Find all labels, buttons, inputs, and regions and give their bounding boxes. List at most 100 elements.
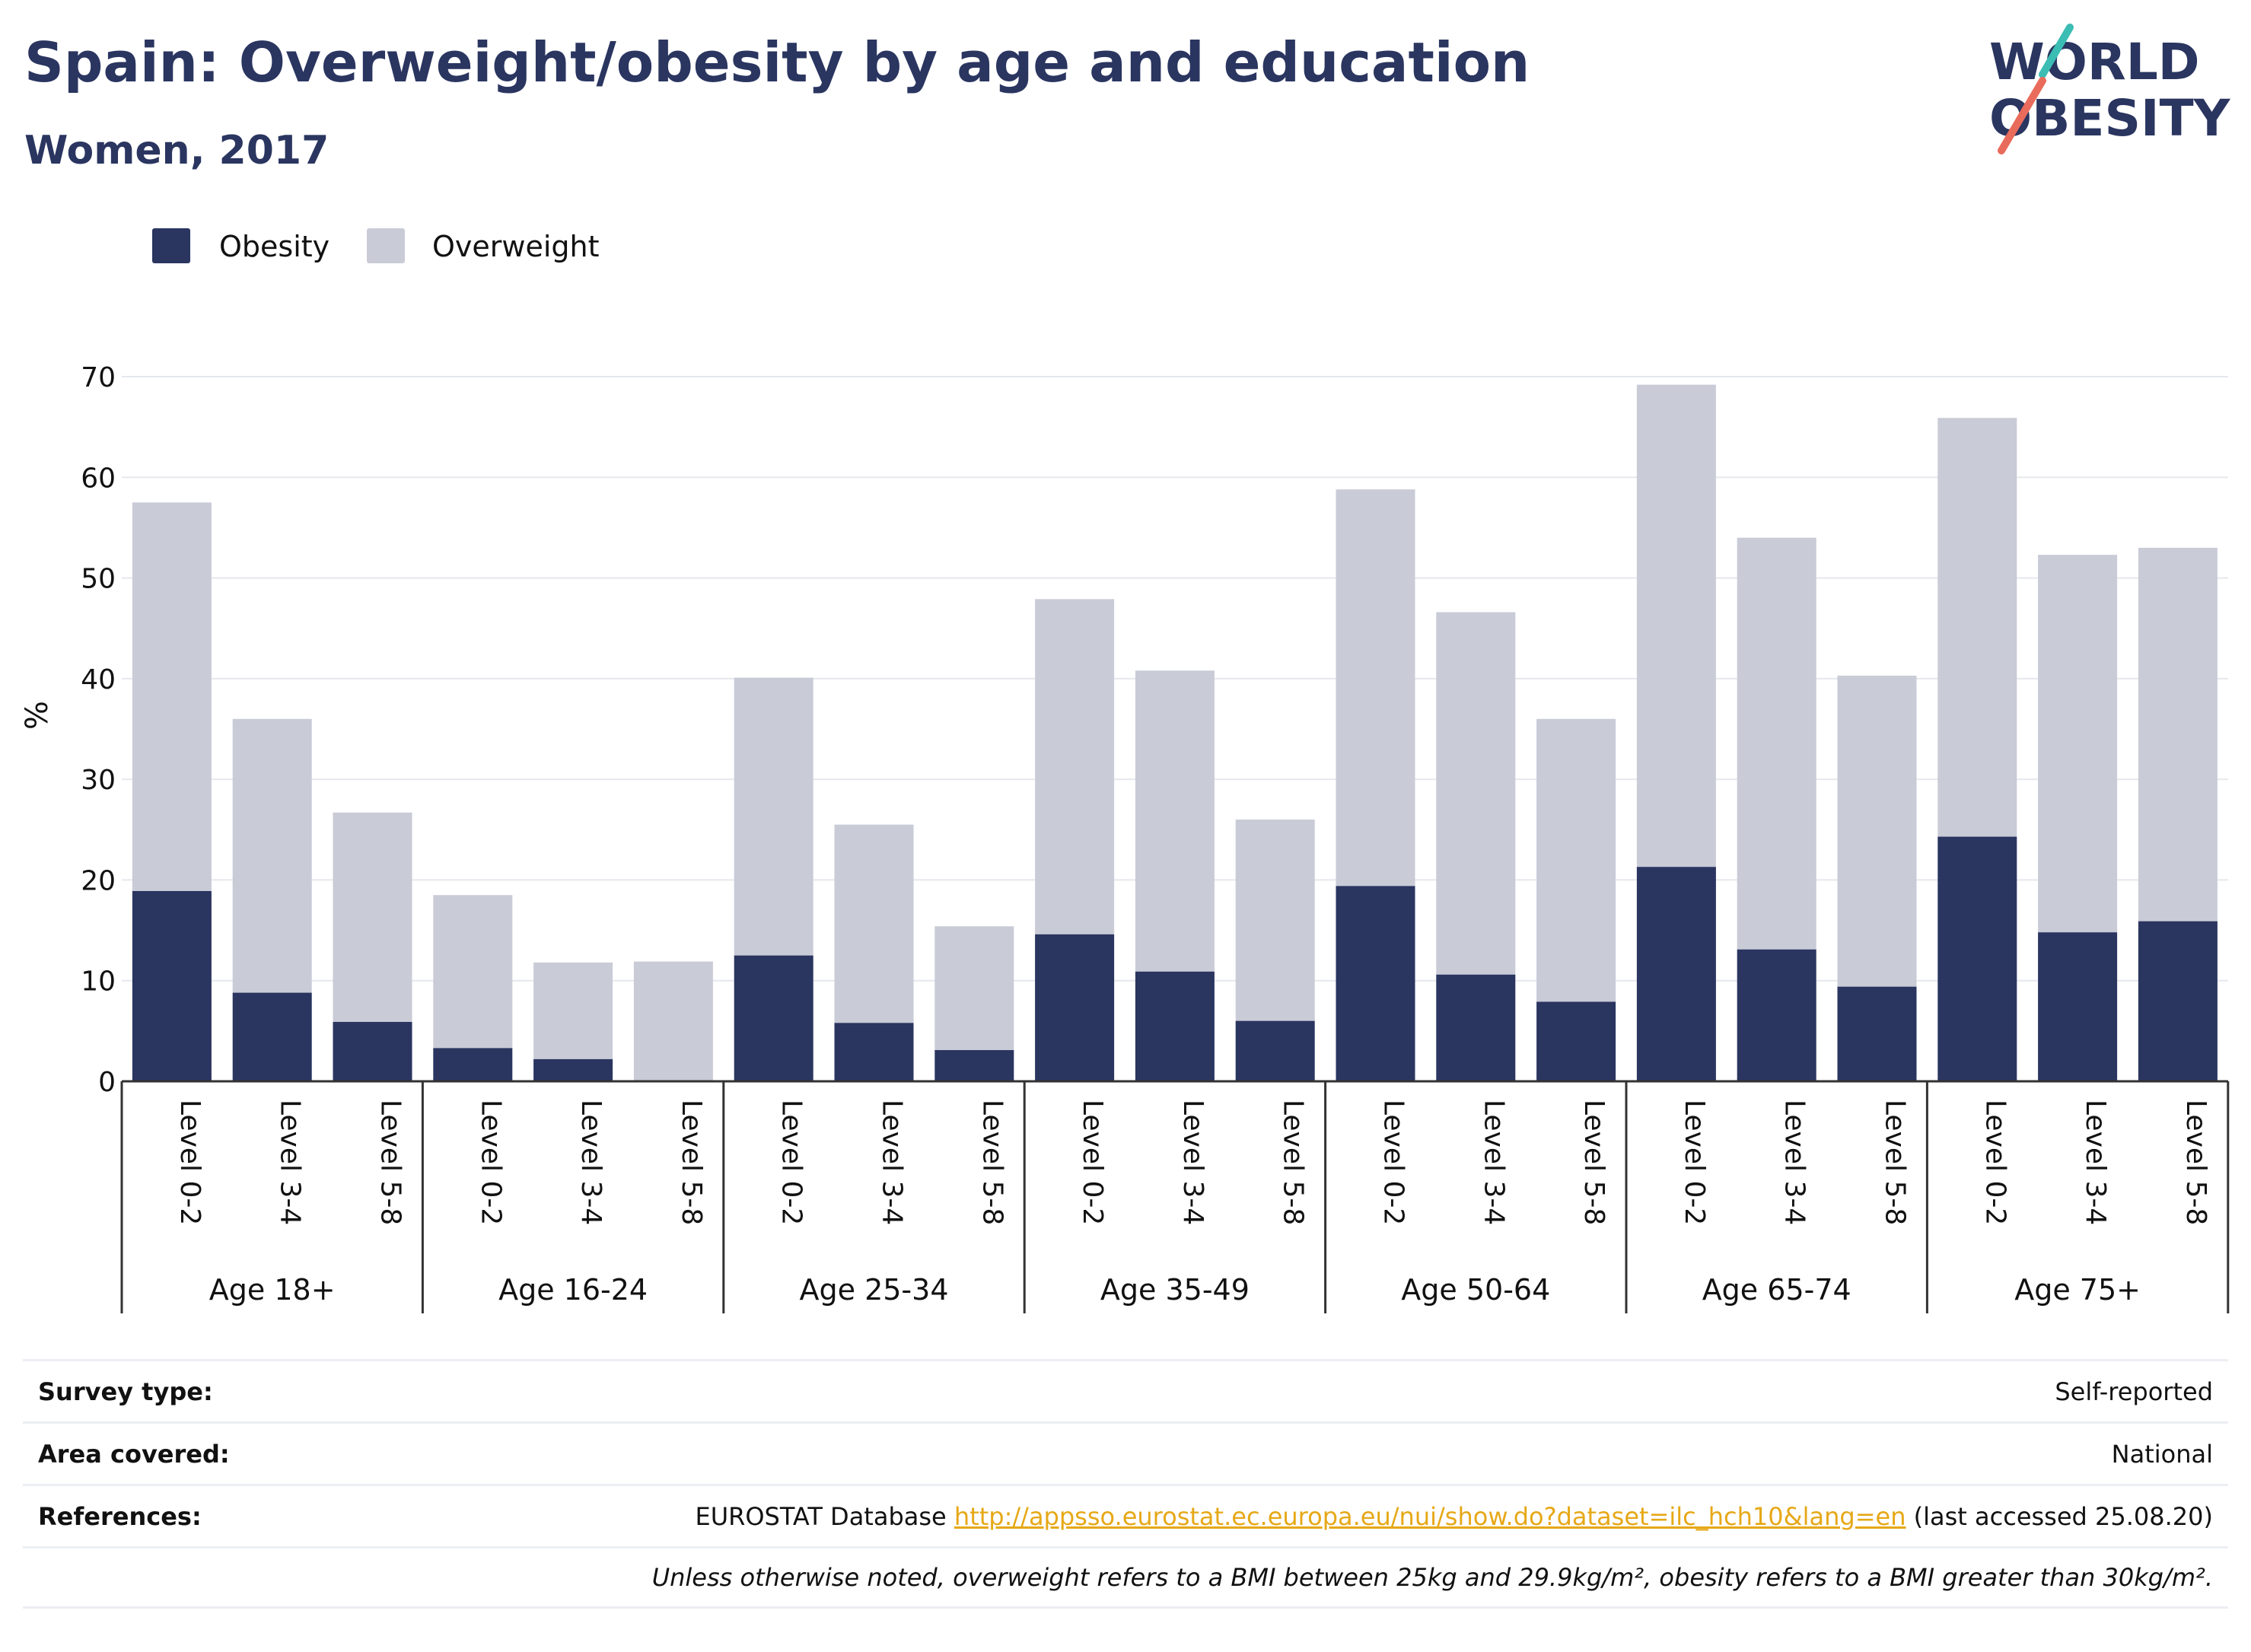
y-tick-label: 50 [81,564,116,595]
bar-overweight [834,824,914,1023]
x-tick-label: Level 0-2 [1679,1100,1710,1225]
world-obesity-logo: WORLD OBESITY [1989,24,2231,154]
bar-obesity [834,1023,914,1081]
x-axis: Level 0-2 Level 3-4 Level 5-8 Age 18+ Level … [120,1080,2230,1313]
bar-overweight [1035,599,1115,934]
y-tick-label: 60 [81,463,116,494]
age-group-label: Age 50-64 [1401,1273,1550,1307]
chart-title: Spain: Overweight/obesity by age and edu… [24,30,1530,94]
bar-overweight [934,926,1014,1050]
age-group-label: Age 65-74 [1702,1273,1851,1307]
legend-swatch-overweight [367,228,405,263]
x-tick-label: Level 0-2 [1077,1100,1108,1225]
bar-overweight [734,677,813,956]
survey-type-value: Self-reported [2055,1377,2213,1406]
bar-obesity [1536,1001,1616,1081]
bar-obesity [1636,867,1716,1081]
bar-overweight [1737,537,1816,950]
y-tick-label: 20 [81,865,116,896]
x-tick-label: Level 5-8 [676,1100,707,1225]
x-tick-label: Level 5-8 [1278,1100,1309,1225]
x-tick-label: Level 0-2 [776,1100,807,1225]
legend-label-obesity: Obesity [219,230,330,263]
bar-overweight [633,961,713,1081]
x-tick-label: Level 3-4 [877,1100,908,1225]
bar-overweight [132,502,212,891]
bar-obesity [2138,921,2218,1081]
bar-overweight [2138,547,2218,921]
bar-obesity [734,955,813,1081]
x-tick-label: Level 5-8 [1880,1100,1911,1225]
bar-obesity [1837,986,1917,1081]
references-prefix: EUROSTAT Database [695,1501,947,1531]
bar-overweight [1937,418,2017,837]
x-tick-label: Level 0-2 [475,1100,506,1225]
references-value: EUROSTAT Database http://appsso.eurostat… [695,1502,2213,1531]
x-tick-label: Level 3-4 [2080,1100,2111,1225]
bars [132,384,2218,1081]
chart-subtitle: Women, 2017 [24,128,330,173]
logo-slash-coral [1998,77,2046,154]
y-axis-ticks: 0 10 20 30 40 50 60 70 [81,362,116,1098]
stacked-bar-chart: Obesity Overweight % 0 10 20 30 40 50 60 70 Lev… [20,228,2230,1313]
bar-obesity [1937,836,2017,1081]
bar-obesity [433,1048,513,1081]
bar-overweight [1135,670,1215,972]
bar-overweight [1336,489,1415,886]
y-tick-label: 40 [81,664,116,695]
area-covered-value: National [2111,1439,2213,1469]
logo-text-top: WORLD [1989,33,2200,91]
logo-slash-teal [2039,24,2074,78]
y-tick-label: 70 [81,362,116,393]
info-row-area: Area covered: National [23,1421,2228,1484]
references-link[interactable]: http://appsso.eurostat.ec.europa.eu/nui/… [954,1501,1906,1531]
bar-overweight [1636,384,1716,867]
bar-overweight [433,895,513,1049]
y-tick-label: 10 [81,966,116,998]
bar-obesity [333,1021,412,1081]
x-tick-label: Level 3-4 [1779,1100,1810,1225]
references-suffix: (last accessed 25.08.20) [1913,1501,2213,1531]
age-group-label: Age 35-49 [1100,1273,1250,1307]
bar-overweight [2038,555,2118,933]
bar-obesity [232,992,312,1081]
x-tick-label: Level 5-8 [976,1100,1008,1225]
x-tick-label: Level 0-2 [174,1100,205,1225]
bar-obesity [2038,932,2118,1081]
x-tick-label: Level 3-4 [575,1100,607,1225]
x-tick-label: Level 0-2 [1979,1100,2011,1225]
bar-overweight [533,962,613,1059]
bar-obesity [934,1049,1014,1081]
age-group-label: Age 75+ [2014,1273,2141,1307]
bar-overweight [333,812,412,1022]
survey-type-label: Survey type: [38,1377,213,1406]
area-covered-label: Area covered: [38,1439,230,1469]
x-tick-label: Level 0-2 [1378,1100,1409,1225]
bar-obesity [533,1058,613,1081]
y-tick-label: 0 [98,1067,116,1098]
x-tick-label: Level 3-4 [1177,1100,1208,1225]
bar-obesity [1035,934,1115,1081]
bar-obesity [1737,949,1816,1081]
x-tick-label: Level 5-8 [375,1100,406,1225]
x-tick-label: Level 3-4 [1478,1100,1509,1225]
bar-obesity [1135,971,1215,1081]
legend-label-overweight: Overweight [432,230,600,263]
x-tick-label: Level 5-8 [2180,1100,2211,1225]
y-tick-label: 30 [81,765,116,796]
bar-overweight [1436,612,1516,975]
bar-obesity [1336,886,1415,1081]
bar-obesity [1235,1020,1315,1081]
age-group-label: Age 18+ [209,1273,336,1307]
legend-swatch-obesity [152,228,190,263]
info-row-survey-type: Survey type: Self-reported [23,1359,2228,1421]
x-tick-label: Level 3-4 [275,1100,306,1225]
age-group-label: Age 25-34 [800,1273,949,1307]
y-axis-label: % [20,701,55,730]
references-label: References: [38,1501,202,1531]
bar-overweight [1235,820,1315,1021]
bar-overweight [232,718,312,993]
bar-obesity [132,890,212,1081]
info-row-note: Unless otherwise noted, overweight refer… [23,1546,2228,1609]
bar-obesity [1436,974,1516,1081]
